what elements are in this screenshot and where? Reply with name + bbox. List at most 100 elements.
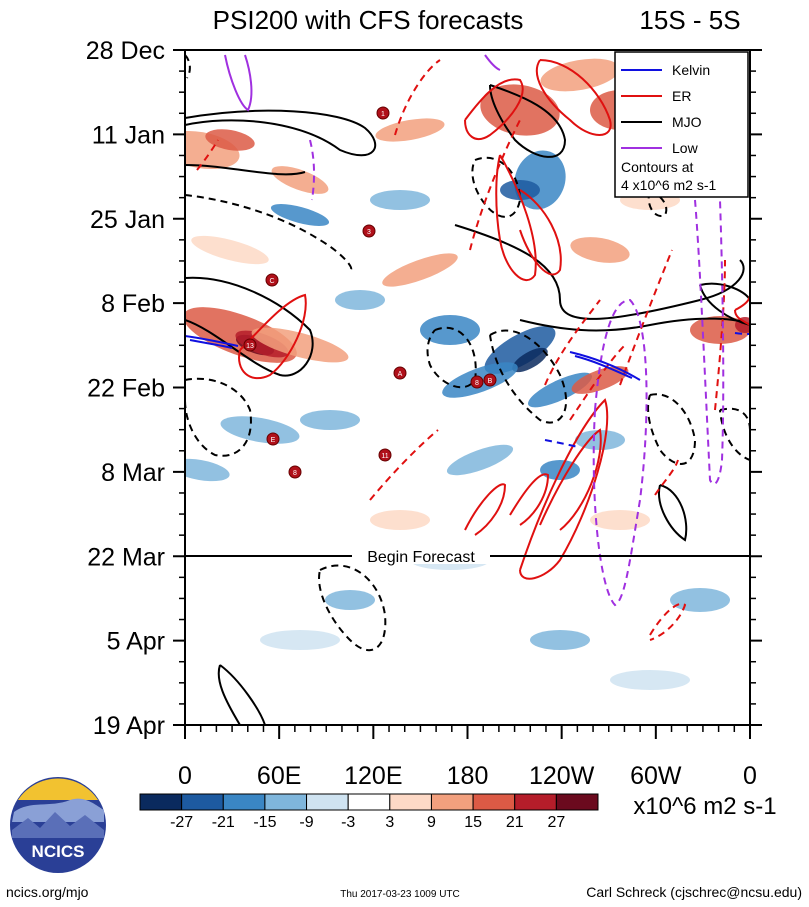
kelvin-contour [574,355,633,379]
storm-marker: 1 [376,106,390,120]
colorbar-swatch [430,793,474,811]
region-label: 15S - 5S [639,5,740,35]
x-tick-label: 180 [447,762,489,790]
storm-marker: B [483,373,497,387]
colorbar-label: 15 [464,814,482,831]
low-contour-negative [309,139,316,201]
mjo-contour-negative [426,327,477,389]
er-contour [539,428,602,531]
footer-right: Carl Schreck (cjschrec@ncsu.edu) [586,884,802,900]
legend-label-kelvin: Kelvin [672,62,710,78]
legend-note-line2: 4 x10^6 m2 s-1 [621,177,716,193]
colorbar-label: -27 [170,814,193,831]
anomaly-blob [570,237,630,263]
storm-marker-label: 8 [293,470,297,477]
mjo-contour-negative [318,564,387,652]
x-tick-label: 0 [178,762,192,790]
anomaly-blob [370,190,430,210]
mjo-contour-negative [719,407,750,462]
anomaly-blob [270,204,330,226]
anomaly-blob [251,327,349,363]
storm-marker-label: C [269,278,274,285]
legend-box [614,51,749,198]
storm-marker: 8 [288,465,302,479]
colorbar-label: -9 [299,814,313,831]
footer-center: Thu 2017-03-23 1009 UTC [340,889,460,900]
anomaly-blob [235,330,289,358]
y-tick-label: 8 Feb [101,290,165,318]
anomaly-shading [185,58,750,690]
x-tick-label: 120E [344,762,402,790]
storm-marker: 11 [378,448,392,462]
storm-marker-label: 11 [381,453,388,460]
storm-marker: A [393,366,407,380]
anomaly-blob [205,129,255,151]
x-tick-label: 0 [743,762,757,790]
er-contour [519,398,609,580]
y-tick-label: 8 Mar [101,459,165,487]
storm-marker: 3 [362,224,376,238]
colorbar-swatch [222,793,266,811]
kelvin-contour [734,332,750,335]
anomaly-blob [191,235,269,265]
y-tick-label: 5 Apr [107,628,165,656]
mjo-contour [519,317,750,332]
chart-title: PSI200 with CFS forecasts [213,5,524,35]
anomaly-blob [530,630,590,650]
anomaly-blob [484,326,556,374]
ncics-logo: NCICS [10,777,106,873]
footer-left: ncics.org/mjo [6,884,89,900]
mjo-contour-negative [489,329,568,424]
kelvin-contour [544,439,579,448]
anomaly-blob [220,416,300,444]
mjo-contour-negative [185,377,252,457]
anomaly-blob [540,58,620,92]
anomaly-blob [370,510,430,530]
er-contour-negative [369,429,439,501]
er-contour-negative [714,259,726,411]
y-tick-label: 25 Jan [90,206,165,234]
logo-mountains [12,812,104,838]
anomaly-blob [271,166,329,194]
mjo-contour [699,282,750,327]
x-tick-label: 60E [257,762,301,790]
anomaly-blob [420,315,480,345]
y-tick-label: 11 Jan [92,121,165,149]
colorbar-swatch [389,793,432,811]
logo-sky [12,798,104,822]
er-contour-negative [654,459,679,496]
er-contour [734,294,750,327]
colorbar-swatch [555,793,599,811]
storm-marker-label: 13 [246,343,254,350]
y-tick-label: 28 Dec [86,37,165,65]
anomaly-blob [571,366,629,394]
colorbar-label: -3 [341,814,355,831]
storm-marker-label: 8 [475,380,479,387]
colorbar-swatch [139,793,183,811]
y-tick-label: 19 Apr [93,712,165,740]
x-axis: 0 60E 120E 180 120W 60W 0 [178,725,757,790]
anomaly-blob [446,444,514,476]
low-contour [224,54,253,112]
colorbar-swatch [514,793,557,811]
anomaly-blob [690,316,750,344]
kelvin-contour [569,351,641,381]
storm-marker: 8 [470,375,484,389]
anomaly-blob [325,590,375,610]
legend-label-er: ER [672,88,691,104]
mjo-contour-negative [471,156,522,218]
anomaly-blob [590,510,650,530]
er-contour-negative [394,59,441,136]
anomaly-blob [480,84,560,136]
colorbar-label: 21 [506,814,524,831]
er-contour [519,189,562,276]
mjo-contour [185,109,377,157]
colorbar-label: 27 [547,814,565,831]
er-contour [535,59,612,136]
storm-marker: 13 [243,338,257,352]
colorbar: -27 -21 -15 -9 -3 3 9 15 21 27 [139,793,599,831]
er-contour [495,154,537,282]
legend: Kelvin ER MJO Low Contours at 4 x10^6 m2 s-… [614,51,749,198]
legend-note-line1: Contours at [621,159,693,175]
